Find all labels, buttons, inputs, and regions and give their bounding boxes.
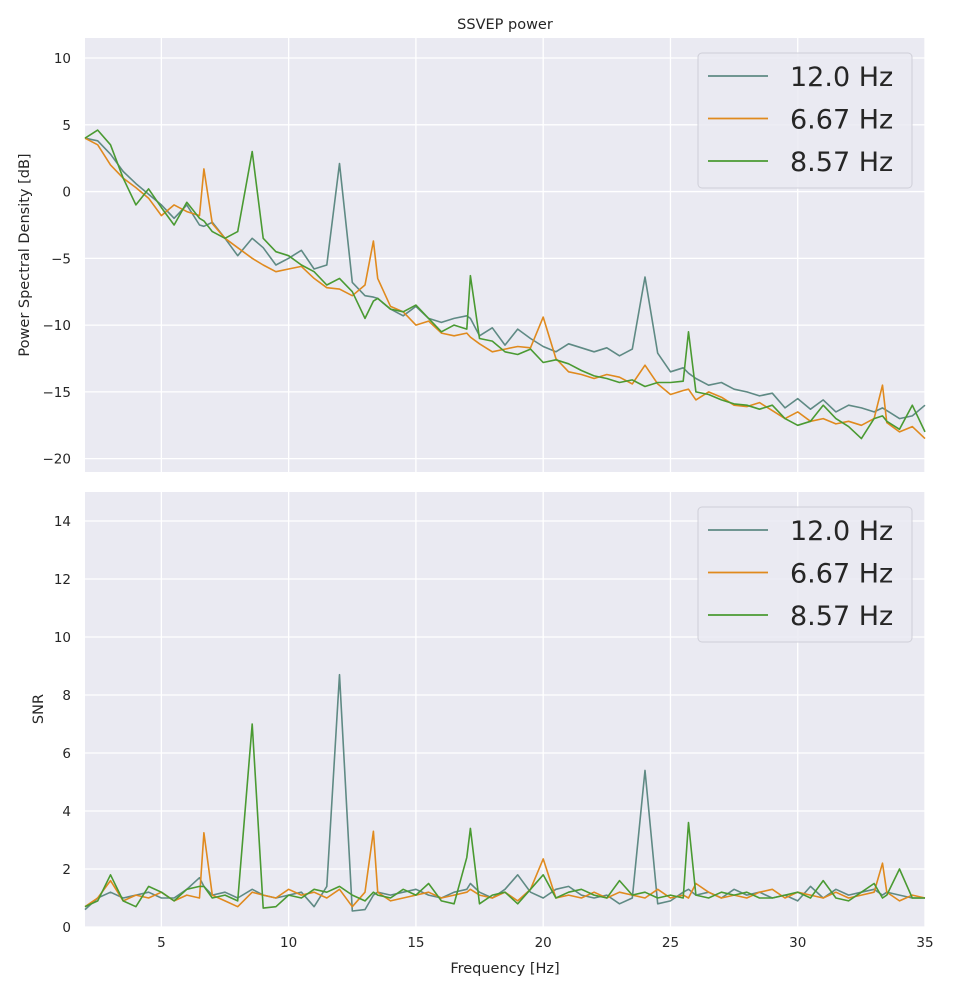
legend: 12.0 Hz 6.67 Hz 8.57 Hz — [697, 506, 913, 643]
x-tick-label: 5 — [157, 935, 166, 951]
x-tick-label: 15 — [407, 935, 424, 951]
y-axis-label-snr: SNR — [31, 694, 47, 724]
y-tick-label: 4 — [62, 804, 71, 820]
series-line-8-57-Hz — [84, 129, 926, 440]
y-tick-label: −15 — [43, 385, 72, 401]
legend-frame — [697, 52, 913, 189]
legend-frame — [697, 506, 913, 643]
y-tick-label: −20 — [43, 452, 72, 468]
x-tick-label: 10 — [280, 935, 297, 951]
y-tick-label: 12 — [54, 572, 71, 588]
x-tick-label: 25 — [662, 935, 679, 951]
x-tick-label: 20 — [535, 935, 552, 951]
y-axis-label-psd: Power Spectral Density [dB] — [17, 153, 33, 356]
chart-title: SSVEP power — [457, 17, 553, 33]
legend-entry: 12.0 Hz — [790, 516, 893, 547]
x-tick-label: 35 — [916, 935, 933, 951]
legend-entry: 6.67 Hz — [790, 559, 893, 590]
y-tick-label: 6 — [62, 746, 71, 762]
psd-axes: 10 5 0 −5 −10 −15 −20 12.0 Hz 6.67 Hz 8.57 Hz — [43, 38, 926, 472]
legend: 12.0 Hz 6.67 Hz 8.57 Hz — [697, 52, 913, 189]
snr-axes: 5 10 15 20 25 30 35 0 2 4 6 8 10 12 14 12.0 Hz 6.67 Hz 8.… — [54, 492, 934, 951]
y-tick-label: 5 — [62, 118, 71, 134]
y-tick-label: 0 — [62, 185, 71, 201]
y-tick-label: −5 — [51, 251, 71, 267]
y-tick-label: 8 — [62, 688, 71, 704]
x-axis-label: Frequency [Hz] — [450, 961, 559, 977]
series-line-6-67-Hz — [84, 830, 926, 908]
legend-entry: 8.57 Hz — [790, 147, 893, 178]
y-tick-label: 10 — [54, 51, 71, 67]
series-line-8-57-Hz — [84, 723, 925, 909]
y-tick-label: 10 — [54, 630, 71, 646]
x-tick-label: 30 — [789, 935, 806, 951]
legend-entry: 6.67 Hz — [790, 105, 893, 136]
y-tick-label: 14 — [54, 514, 71, 530]
y-tick-label: 0 — [62, 920, 71, 936]
y-tick-label: −10 — [43, 318, 72, 334]
y-tick-label: 2 — [62, 862, 71, 878]
legend-entry: 12.0 Hz — [790, 62, 893, 93]
series-line-6-67-Hz — [84, 137, 926, 440]
legend-entry: 8.57 Hz — [790, 601, 893, 632]
